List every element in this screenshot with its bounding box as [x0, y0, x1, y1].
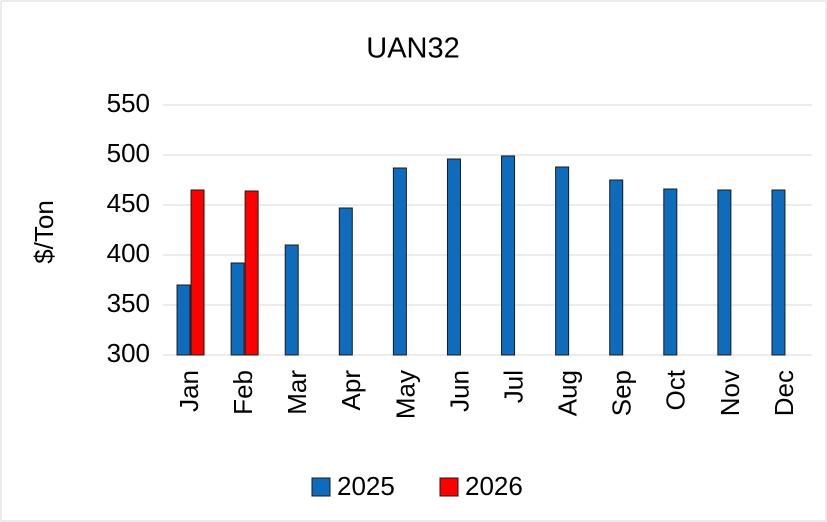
x-tick-label: Jan: [174, 370, 204, 412]
bar: [609, 179, 624, 356]
bar: [555, 166, 570, 356]
y-tick-label: 400: [107, 238, 150, 268]
y-tick-label: 350: [107, 288, 150, 318]
legend-label: 2025: [337, 471, 395, 501]
y-tick-label: 450: [107, 188, 150, 218]
bar: [230, 262, 245, 356]
bar: [501, 155, 516, 356]
y-tick-label: 300: [107, 338, 150, 368]
x-tick-label: Dec: [769, 370, 799, 416]
bar: [176, 284, 191, 356]
bar: [338, 207, 353, 356]
bar: [190, 189, 205, 356]
bar: [244, 190, 259, 356]
bar: [717, 189, 732, 356]
bar: [446, 158, 461, 356]
x-tick-label: Aug: [553, 370, 583, 416]
x-tick-label: Jun: [444, 370, 474, 412]
y-axis-label: $/Ton: [29, 200, 59, 264]
x-tick-label: Jul: [498, 370, 528, 403]
bar: [771, 189, 786, 356]
x-tick-label: Mar: [282, 370, 312, 415]
bar: [392, 167, 407, 356]
legend-swatch: [439, 477, 459, 497]
y-tick-label: 500: [107, 138, 150, 168]
legend-label: 2026: [465, 471, 523, 501]
bar: [663, 188, 678, 356]
bar: [284, 244, 299, 356]
x-tick-label: May: [390, 370, 420, 419]
x-tick-label: Apr: [336, 370, 366, 411]
y-tick-label: 550: [107, 88, 150, 118]
legend-swatch: [311, 477, 331, 497]
chart-title: UAN32: [366, 33, 460, 65]
x-tick-label: Oct: [661, 369, 691, 410]
x-tick-label: Nov: [715, 370, 745, 416]
x-tick-label: Sep: [607, 370, 637, 416]
x-tick-label: Feb: [228, 370, 258, 415]
